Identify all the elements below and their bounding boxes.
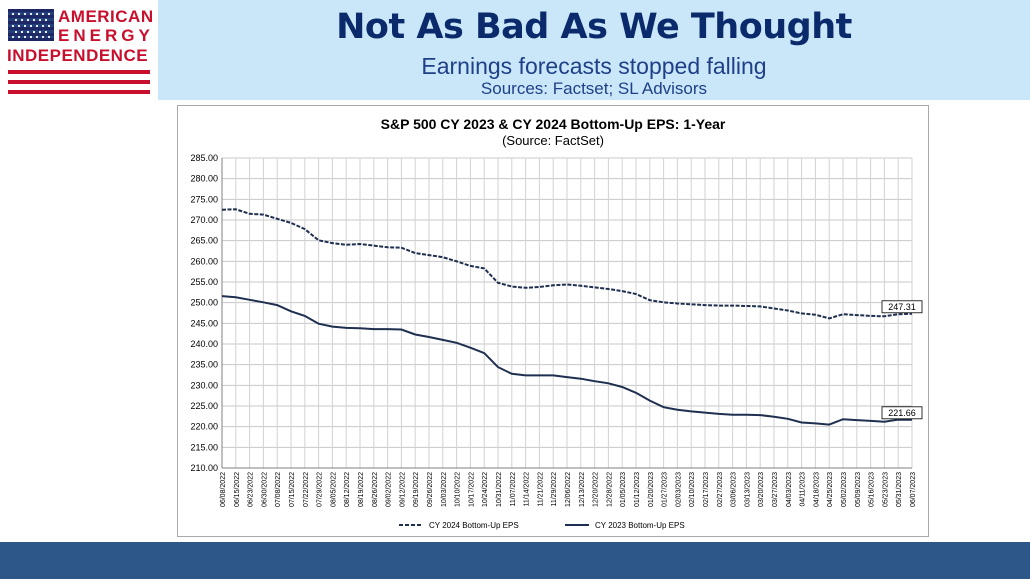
x-tick-label: 05/09/2023 bbox=[855, 472, 862, 507]
x-tick-label: 06/15/2022 bbox=[234, 472, 241, 507]
x-tick-label: 09/12/2022 bbox=[399, 472, 406, 507]
x-tick-label: 04/11/2023 bbox=[800, 472, 807, 507]
x-tick-label: 07/15/2022 bbox=[289, 472, 296, 507]
slide-subtitle: Earnings forecasts stopped falling bbox=[421, 53, 767, 79]
x-tick-label: 01/12/2023 bbox=[634, 472, 641, 507]
x-tick-label: 07/08/2022 bbox=[275, 472, 282, 507]
x-tick-label: 03/13/2023 bbox=[744, 472, 751, 507]
y-tick-label: 245.00 bbox=[190, 318, 218, 328]
x-tick-label: 05/31/2023 bbox=[896, 472, 903, 507]
y-tick-label: 225.00 bbox=[190, 401, 218, 411]
x-tick-label: 01/27/2023 bbox=[662, 472, 669, 507]
x-tick-label: 02/27/2023 bbox=[717, 472, 724, 507]
y-axis: 210.00 215.00 220.00 225.00 230.00 235.00 240.… bbox=[190, 153, 223, 473]
y-tick-label: 275.00 bbox=[190, 194, 218, 204]
x-tick-label: 10/10/2022 bbox=[455, 472, 462, 507]
y-tick-label: 285.00 bbox=[190, 153, 218, 163]
logo-stripe bbox=[8, 80, 150, 84]
x-tick-label: 04/25/2023 bbox=[827, 472, 834, 507]
x-tick-label: 07/22/2022 bbox=[303, 472, 310, 507]
y-tick-label: 265.00 bbox=[190, 236, 218, 246]
end-labels: 247.31 221.66 bbox=[881, 300, 923, 420]
x-tick-label: 07/29/2022 bbox=[317, 472, 324, 507]
end-label-cy2023: 221.66 bbox=[888, 408, 916, 418]
x-tick-label: 05/23/2023 bbox=[882, 472, 889, 507]
logo-stripe bbox=[8, 70, 150, 74]
x-tick-label: 09/02/2022 bbox=[386, 472, 393, 507]
slide-footer-bar bbox=[0, 542, 1030, 579]
x-tick-label: 11/07/2022 bbox=[510, 472, 517, 507]
y-tick-label: 260.00 bbox=[190, 256, 218, 266]
end-label-cy2024: 247.31 bbox=[888, 302, 916, 312]
x-tick-label: 12/28/2022 bbox=[606, 472, 613, 507]
x-tick-label: 10/03/2022 bbox=[441, 472, 448, 507]
x-tick-label: 03/27/2023 bbox=[772, 472, 779, 507]
x-tick-label: 06/30/2022 bbox=[261, 472, 268, 507]
logo-text-american: AMERICAN bbox=[58, 7, 154, 26]
series bbox=[221, 208, 913, 426]
y-tick-label: 220.00 bbox=[190, 422, 218, 432]
x-tick-label: 11/29/2022 bbox=[551, 472, 558, 507]
x-tick-label: 04/03/2023 bbox=[786, 472, 793, 507]
x-tick-label: 09/26/2022 bbox=[427, 472, 434, 507]
series-line-cy2023 bbox=[221, 295, 913, 426]
x-tick-label: 05/02/2023 bbox=[841, 472, 848, 507]
slide-header: AMERICAN ENERGY INDEPENDENCE Not As Bad … bbox=[0, 0, 1030, 100]
y-tick-label: 280.00 bbox=[190, 174, 218, 184]
y-tick-label: 235.00 bbox=[190, 360, 218, 370]
legend-label-cy2024: CY 2024 Bottom-Up EPS bbox=[429, 521, 519, 530]
end-label-box bbox=[881, 406, 923, 420]
x-tick-label: 12/20/2022 bbox=[593, 472, 600, 507]
end-label-box bbox=[881, 300, 923, 314]
y-tick-label: 255.00 bbox=[190, 277, 218, 287]
eps-line-chart: S&P 500 CY 2023 & CY 2024 Bottom-Up EPS:… bbox=[177, 105, 929, 537]
x-tick-label: 04/18/2023 bbox=[813, 472, 820, 507]
logo-text-energy: ENERGY bbox=[58, 26, 154, 45]
chart-subtitle: (Source: FactSet) bbox=[502, 133, 604, 148]
x-tick-label: 02/03/2023 bbox=[675, 472, 682, 507]
x-tick-label: 01/05/2023 bbox=[620, 472, 627, 507]
slide-sources: Sources: Factset; SL Advisors bbox=[480, 79, 708, 98]
chart-title: S&P 500 CY 2023 & CY 2024 Bottom-Up EPS:… bbox=[381, 116, 726, 132]
legend: CY 2024 Bottom-Up EPS CY 2023 Bottom-Up … bbox=[399, 521, 685, 530]
us-flag-icon bbox=[8, 9, 54, 41]
logo-text-independence: INDEPENDENCE bbox=[7, 46, 149, 65]
x-tick-label: 03/06/2023 bbox=[731, 472, 738, 507]
x-tick-label: 10/17/2022 bbox=[468, 472, 475, 507]
logo: AMERICAN ENERGY INDEPENDENCE bbox=[0, 0, 158, 100]
x-tick-label: 01/20/2023 bbox=[648, 472, 655, 507]
x-tick-label: 08/19/2022 bbox=[358, 472, 365, 507]
y-tick-label: 240.00 bbox=[190, 339, 218, 349]
x-tick-label: 06/23/2022 bbox=[248, 472, 255, 507]
y-tick-label: 250.00 bbox=[190, 298, 218, 308]
x-tick-label: 12/13/2022 bbox=[579, 472, 586, 507]
x-tick-label: 10/24/2022 bbox=[482, 472, 489, 507]
x-tick-label: 08/05/2022 bbox=[330, 472, 337, 507]
x-tick-label: 08/12/2022 bbox=[344, 472, 351, 507]
x-tick-label: 11/14/2022 bbox=[524, 472, 531, 507]
x-tick-label: 05/16/2023 bbox=[869, 472, 876, 507]
x-tick-label: 02/10/2023 bbox=[689, 472, 696, 507]
legend-label-cy2023: CY 2023 Bottom-Up EPS bbox=[595, 521, 685, 530]
x-tick-label: 11/21/2022 bbox=[537, 472, 544, 507]
x-axis: 06/08/2022 06/15/2022 06/23/2022 06/30/2022… bbox=[220, 467, 917, 507]
y-tick-label: 230.00 bbox=[190, 380, 218, 390]
x-tick-label: 06/08/2022 bbox=[220, 472, 227, 507]
x-tick-label: 06/07/2023 bbox=[910, 472, 917, 507]
logo-stripe bbox=[8, 90, 150, 94]
x-tick-label: 09/19/2022 bbox=[413, 472, 420, 507]
y-tick-label: 210.00 bbox=[190, 463, 218, 473]
slide-title: Not As Bad As We Thought bbox=[336, 7, 852, 47]
x-tick-label: 08/26/2022 bbox=[372, 472, 379, 507]
x-tick-label: 10/31/2022 bbox=[496, 472, 503, 507]
x-tick-label: 02/17/2023 bbox=[703, 472, 710, 507]
series-line-cy2024 bbox=[221, 208, 913, 320]
y-tick-label: 215.00 bbox=[190, 442, 218, 452]
x-tick-label: 03/20/2023 bbox=[758, 472, 765, 507]
y-tick-label: 270.00 bbox=[190, 215, 218, 225]
x-tick-label: 12/06/2022 bbox=[565, 472, 572, 507]
